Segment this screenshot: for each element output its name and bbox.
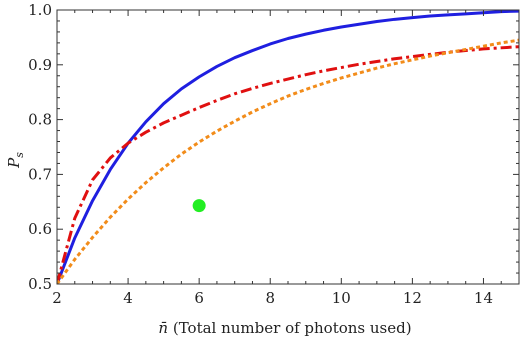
x-tick-label: 2 xyxy=(52,289,62,307)
x-axis-label-symbol: n̄ xyxy=(158,319,168,337)
y-tick-label: 0.9 xyxy=(28,56,52,74)
y-axis-label-symbol: P xyxy=(5,157,23,169)
axes: 2 4 6 8 10 12 14 0.5 0.6 0.7 0.8 0.9 1.0 xyxy=(28,1,520,307)
series-line-2-dashdot xyxy=(57,45,519,284)
x-tick-label: 4 xyxy=(123,289,133,307)
y-axis-label-subscript: s xyxy=(13,152,26,158)
x-tick-label: 8 xyxy=(265,289,275,307)
y-tick-label: 1.0 xyxy=(28,1,52,19)
series-line-1-solid xyxy=(57,10,519,284)
y-tick-label: 0.7 xyxy=(28,165,52,183)
x-tick-label: 10 xyxy=(332,289,351,307)
y-tick-label: 0.8 xyxy=(28,111,52,129)
x-tick-label: 12 xyxy=(403,289,422,307)
x-axis-label: n̄ (Total number of photons used) xyxy=(158,319,411,337)
y-tick-label: 0.5 xyxy=(28,275,52,293)
series-group xyxy=(57,10,519,284)
data-point-1 xyxy=(192,199,206,213)
x-axis-label-text: (Total number of photons used) xyxy=(168,319,412,337)
x-tick-label: 14 xyxy=(474,289,493,307)
plot-area xyxy=(57,10,519,284)
y-tick-label: 0.6 xyxy=(28,220,52,238)
y-axis-label: Ps xyxy=(5,152,26,169)
series-line-3-dotted xyxy=(57,38,519,284)
x-tick-label: 6 xyxy=(194,289,204,307)
